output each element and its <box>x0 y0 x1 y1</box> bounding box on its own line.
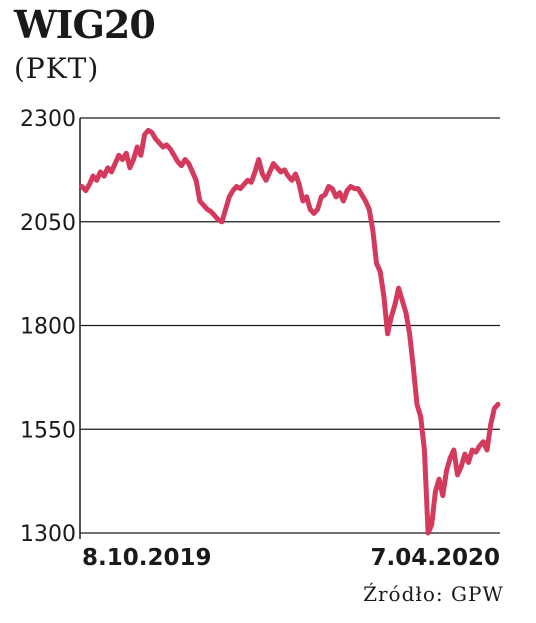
y-tick-label-1300: 1300 <box>20 522 76 547</box>
source-note: Źródło: GPW <box>363 582 504 606</box>
chart-subtitle: (PKT) <box>14 52 100 85</box>
y-tick-label-1800: 1800 <box>20 315 76 340</box>
series-line <box>79 127 501 536</box>
chart-title: WIG20 <box>14 2 156 47</box>
y-tick-label-2300: 2300 <box>20 107 76 132</box>
y-tick-label-1550: 1550 <box>20 418 76 443</box>
y-tick-label-2050: 2050 <box>20 211 76 236</box>
x-tick-label-start: 8.10.2019 <box>82 545 212 571</box>
x-tick-label-end: 7.04.2020 <box>371 545 501 571</box>
